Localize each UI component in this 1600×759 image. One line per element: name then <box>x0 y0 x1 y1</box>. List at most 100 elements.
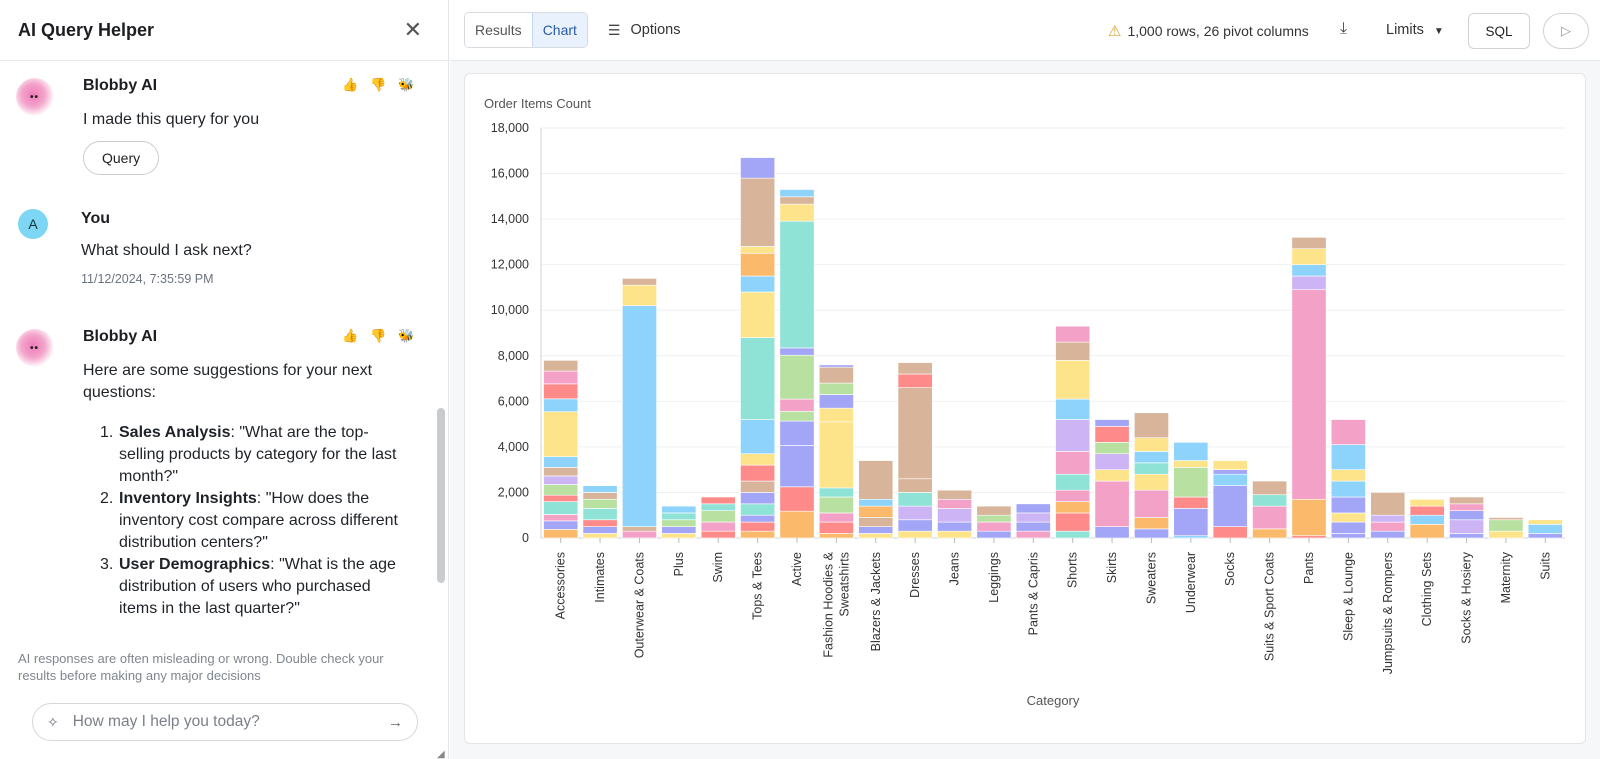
bee-icon[interactable]: 🐝 <box>398 77 415 92</box>
bar-segment <box>543 484 579 496</box>
x-tick-label-line: Leggings <box>987 552 1001 603</box>
bar-segment <box>1094 426 1130 443</box>
sql-button[interactable]: SQL <box>1468 13 1530 49</box>
x-tick-label: Clothing Sets <box>1420 552 1434 626</box>
bar-segment <box>1015 521 1051 532</box>
bar-segment <box>818 364 854 368</box>
bar-segment <box>1173 467 1209 498</box>
bar-segment <box>1330 444 1366 470</box>
bar-segment <box>1212 473 1248 486</box>
bar-segment <box>661 519 697 527</box>
options-button[interactable]: ☰ Options <box>608 22 681 39</box>
run-button[interactable]: ▷ <box>1543 13 1589 49</box>
bar-segment <box>1212 526 1248 539</box>
bar-segment <box>543 501 579 515</box>
query-button[interactable]: Query <box>83 141 160 175</box>
bar-segment <box>1134 489 1169 518</box>
bar-segment <box>582 519 618 527</box>
x-tick-label: Accessories <box>554 552 568 619</box>
suggestion-text: month?" <box>119 468 179 485</box>
x-tick-label: Socks <box>1223 552 1237 586</box>
y-tick-label: 14,000 <box>491 212 529 226</box>
bar-segment <box>937 489 972 500</box>
chat-history[interactable]: •• Blobby AI 👍 👎 🐝 I made this query for… <box>0 62 436 644</box>
thumbs-up-icon[interactable]: 👍 <box>342 77 359 92</box>
suggestion-text: inventory cost compare across different <box>119 512 398 529</box>
y-tick-label: 2,000 <box>498 485 529 499</box>
bar-segment <box>897 519 933 532</box>
bar-segment <box>661 505 697 514</box>
bar-segment <box>818 512 854 523</box>
download-icon[interactable]: ⤓ <box>1340 20 1348 37</box>
sender-name: Blobby AI <box>83 328 158 345</box>
bar-segment <box>740 530 776 539</box>
resize-handle-icon[interactable]: ◢ <box>437 749 445 759</box>
suggestion-item: 2. Inventory Insights: "How does the inv… <box>100 488 420 554</box>
bar-segment <box>543 456 579 468</box>
bar-segment <box>1055 360 1091 400</box>
x-tick-label: Maternity <box>1499 551 1513 603</box>
bar-segment <box>1291 289 1327 500</box>
bar-segment <box>779 445 815 488</box>
x-tick-label-line: Accessories <box>554 552 568 619</box>
bar-segment <box>661 512 697 521</box>
limits-dropdown[interactable]: Limits ▼ <box>1386 22 1444 38</box>
x-tick-label-line: Pants <box>1302 552 1316 584</box>
bar-segment <box>897 478 933 493</box>
bar-segment <box>1212 469 1248 475</box>
y-tick-label: 0 <box>522 531 529 545</box>
sender-name: You <box>81 210 111 227</box>
bar-segment <box>897 505 933 521</box>
x-tick-label: Jumpsuits & Rompers <box>1381 552 1395 674</box>
send-icon[interactable]: → <box>388 713 403 731</box>
bar-segment <box>700 510 736 523</box>
x-tick-label-line: Intimates <box>593 552 607 603</box>
bar-segment <box>622 284 657 306</box>
x-tick-label: Intimates <box>593 552 607 603</box>
bar-segment <box>1252 528 1288 539</box>
y-tick-label: 18,000 <box>491 121 529 135</box>
suggestion-text: distribution centers?" <box>119 534 268 551</box>
bar-segment <box>622 278 657 286</box>
bar-segment <box>661 533 697 539</box>
bar-segment <box>1527 524 1563 534</box>
x-tick-label: Sleep & Lounge <box>1341 552 1355 641</box>
x-tick-label-line: Sleep & Lounge <box>1341 552 1355 641</box>
x-tick-label-line: Active <box>790 552 804 586</box>
thumbs-down-icon[interactable]: 👎 <box>370 328 387 343</box>
chevron-down-icon: ▼ <box>1433 26 1444 37</box>
tab-results[interactable]: Results <box>465 13 532 47</box>
y-axis-label: Order Items Count <box>484 96 591 111</box>
x-tick-label-line: Jeans <box>948 552 962 585</box>
bar-segment <box>1055 325 1091 343</box>
suggestion-title: Sales Analysis <box>119 424 231 441</box>
bar-segment <box>779 189 815 198</box>
chat-input[interactable] <box>72 713 388 731</box>
x-tick-label-line: Suits & Sport Coats <box>1263 552 1277 661</box>
tab-chart[interactable]: Chart <box>531 13 587 47</box>
x-tick-label-line: Suits <box>1538 552 1552 580</box>
bar-segment <box>1094 419 1130 427</box>
chat-scrollbar[interactable] <box>437 408 445 583</box>
bar-segment <box>976 521 1012 532</box>
bar-segment <box>1134 528 1169 539</box>
message-text: Here are some suggestions for your next … <box>83 360 372 404</box>
suggestion-text: distribution of users who purchased <box>119 578 371 595</box>
x-tick-label-line: Socks & Hosiery <box>1460 551 1474 643</box>
bar-segment <box>740 453 776 466</box>
bar-segment <box>818 533 854 539</box>
bar-segment <box>1055 501 1091 514</box>
x-tick-label: Underwear <box>1184 552 1198 613</box>
bar-segment <box>1488 519 1524 532</box>
bar-segment <box>818 496 854 514</box>
thumbs-down-icon[interactable]: 👎 <box>370 77 387 92</box>
close-icon[interactable]: ✕ <box>403 17 422 42</box>
thumbs-up-icon[interactable]: 👍 <box>342 328 359 343</box>
bar-segment <box>1212 460 1248 470</box>
bar-segment <box>779 510 815 539</box>
bar-segment <box>1449 503 1484 511</box>
bar-segment <box>582 498 618 509</box>
bar-segment <box>1449 510 1484 521</box>
bar-segment <box>740 464 776 482</box>
bee-icon[interactable]: 🐝 <box>398 328 415 343</box>
